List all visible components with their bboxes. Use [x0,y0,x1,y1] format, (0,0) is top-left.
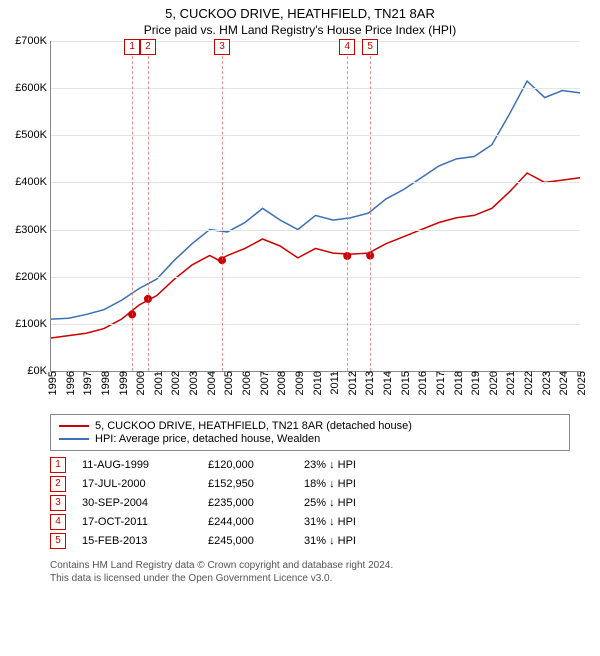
sale-callout: 2 [140,39,156,55]
event-date: 30-SEP-2004 [82,497,192,509]
x-axis-label: 2023 [541,371,553,395]
footer-line: This data is licensed under the Open Gov… [50,572,550,585]
x-axis-label: 2021 [505,371,517,395]
x-axis-label: 2012 [347,371,359,395]
sale-callout: 3 [214,39,230,55]
x-axis-label: 2002 [170,371,182,395]
x-axis-label: 1995 [47,371,59,395]
x-axis-label: 2010 [312,371,324,395]
chart-subtitle: Price paid vs. HM Land Registry's House … [0,23,600,37]
sale-events-table: 1 11-AUG-1999 £120,000 23% ↓ HPI 2 17-JUL-200… [50,457,550,549]
x-axis-label: 2007 [259,371,271,395]
chart-svg [51,41,580,371]
x-axis-label: 2014 [382,371,394,395]
x-axis-label: 2004 [206,371,218,395]
y-axis-label: £500K [15,129,51,141]
x-axis-label: 2020 [488,371,500,395]
event-row: 4 17-OCT-2011 £244,000 31% ↓ HPI [50,514,550,530]
event-number: 2 [50,476,66,492]
event-price: £120,000 [208,459,288,471]
footer-line: Contains HM Land Registry data © Crown c… [50,559,550,572]
legend-swatch [59,425,89,427]
event-diff: 31% ↓ HPI [304,516,414,528]
y-axis-label: £300K [15,224,51,236]
event-number: 1 [50,457,66,473]
x-axis-label: 1997 [82,371,94,395]
event-number: 5 [50,533,66,549]
legend-label: 5, CUCKOO DRIVE, HEATHFIELD, TN21 8AR (d… [95,420,412,432]
legend-swatch [59,438,89,440]
x-axis-label: 2018 [453,371,465,395]
x-axis-label: 2000 [135,371,147,395]
x-axis-label: 2006 [241,371,253,395]
footer-attribution: Contains HM Land Registry data © Crown c… [50,559,550,585]
sale-callout: 1 [124,39,140,55]
x-axis-label: 2011 [329,371,341,395]
x-axis-label: 2016 [417,371,429,395]
event-diff: 18% ↓ HPI [304,478,414,490]
event-diff: 25% ↓ HPI [304,497,414,509]
x-axis-label: 2024 [558,371,570,395]
x-axis-label: 1998 [100,371,112,395]
event-price: £235,000 [208,497,288,509]
legend-row: 5, CUCKOO DRIVE, HEATHFIELD, TN21 8AR (d… [59,420,561,432]
legend-row: HPI: Average price, detached house, Weal… [59,433,561,445]
chart-title: 5, CUCKOO DRIVE, HEATHFIELD, TN21 8AR [0,6,600,21]
event-diff: 31% ↓ HPI [304,535,414,547]
x-axis-label: 2009 [294,371,306,395]
x-axis-label: 2017 [435,371,447,395]
x-axis-label: 2013 [364,371,376,395]
x-axis-label: 2019 [470,371,482,395]
event-price: £152,950 [208,478,288,490]
event-row: 3 30-SEP-2004 £235,000 25% ↓ HPI [50,495,550,511]
x-axis-label: 1999 [118,371,130,395]
y-axis-label: £200K [15,271,51,283]
x-axis-label: 2001 [153,371,165,395]
event-date: 11-AUG-1999 [82,459,192,471]
x-axis-label: 2003 [188,371,200,395]
event-date: 17-JUL-2000 [82,478,192,490]
event-row: 2 17-JUL-2000 £152,950 18% ↓ HPI [50,476,550,492]
chart-plot-area: £0K£100K£200K£300K£400K£500K£600K£700K19… [50,41,580,372]
chart-legend: 5, CUCKOO DRIVE, HEATHFIELD, TN21 8AR (d… [50,414,570,451]
y-axis-label: £100K [15,318,51,330]
x-axis-label: 2015 [400,371,412,395]
legend-label: HPI: Average price, detached house, Weal… [95,433,320,445]
x-axis-label: 2008 [276,371,288,395]
sale-callout: 4 [339,39,355,55]
event-number: 3 [50,495,66,511]
event-date: 15-FEB-2013 [82,535,192,547]
y-axis-label: £600K [15,82,51,94]
event-row: 5 15-FEB-2013 £245,000 31% ↓ HPI [50,533,550,549]
sale-callout: 5 [362,39,378,55]
x-axis-label: 1996 [65,371,77,395]
y-axis-label: £700K [15,35,51,47]
y-axis-label: £400K [15,176,51,188]
event-date: 17-OCT-2011 [82,516,192,528]
event-row: 1 11-AUG-1999 £120,000 23% ↓ HPI [50,457,550,473]
event-diff: 23% ↓ HPI [304,459,414,471]
event-price: £245,000 [208,535,288,547]
x-axis-label: 2005 [223,371,235,395]
event-price: £244,000 [208,516,288,528]
x-axis-label: 2025 [576,371,588,395]
x-axis-label: 2022 [523,371,535,395]
event-number: 4 [50,514,66,530]
